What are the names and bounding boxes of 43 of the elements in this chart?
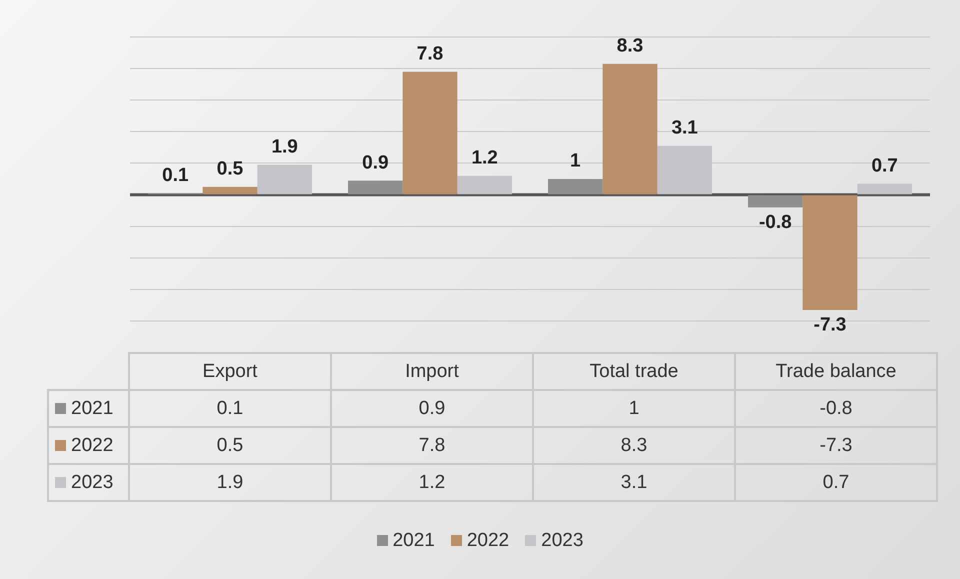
text: 2022: [466, 530, 510, 551]
bar: [802, 195, 858, 310]
text: 2021: [392, 530, 435, 551]
text: 0.5: [129, 427, 331, 464]
x-tick-label: Import: [331, 353, 533, 390]
text: 3.1: [533, 464, 735, 501]
data-label: 1: [570, 150, 582, 172]
text: 0.9: [331, 390, 533, 427]
text: 1.9: [129, 464, 331, 501]
text: 8.3: [533, 427, 735, 464]
data-label: 0.7: [871, 155, 898, 176]
data-label: -7.3: [814, 314, 846, 336]
bar: [548, 179, 603, 194]
bar: [748, 195, 803, 208]
text: 1: [533, 390, 735, 427]
text: -0.8: [735, 390, 937, 427]
bar: [457, 176, 512, 194]
x-tick-label: Total trade: [533, 353, 735, 390]
bar: [857, 184, 912, 194]
text: 7.8: [331, 427, 533, 464]
bar: [402, 72, 458, 194]
data-label: 1.9: [271, 136, 298, 158]
text: 0.1: [129, 390, 331, 427]
data-label: 0.5: [216, 158, 244, 180]
legend-label: 2022: [48, 427, 129, 464]
legend-label: 2023: [48, 464, 129, 501]
bar: [202, 186, 258, 194]
data-label: 7.8: [416, 43, 444, 64]
text: -7.3: [735, 427, 937, 464]
data-label: -0.8: [758, 212, 792, 234]
x-tick-label: Export: [129, 353, 331, 390]
x-tick-label: Trade balance: [735, 353, 937, 390]
text: 1.2: [331, 464, 533, 501]
data-label: 3.1: [671, 118, 698, 139]
bar: [348, 180, 403, 194]
data-label: 0.9: [362, 152, 389, 174]
legend-label: 2021: [48, 390, 129, 427]
data-label: 1.2: [471, 148, 498, 169]
text: 0.7: [735, 464, 937, 501]
bar: [602, 64, 658, 194]
data-label: 8.3: [616, 36, 644, 57]
text: 2023: [541, 530, 584, 551]
data-label: 0.1: [162, 164, 189, 186]
